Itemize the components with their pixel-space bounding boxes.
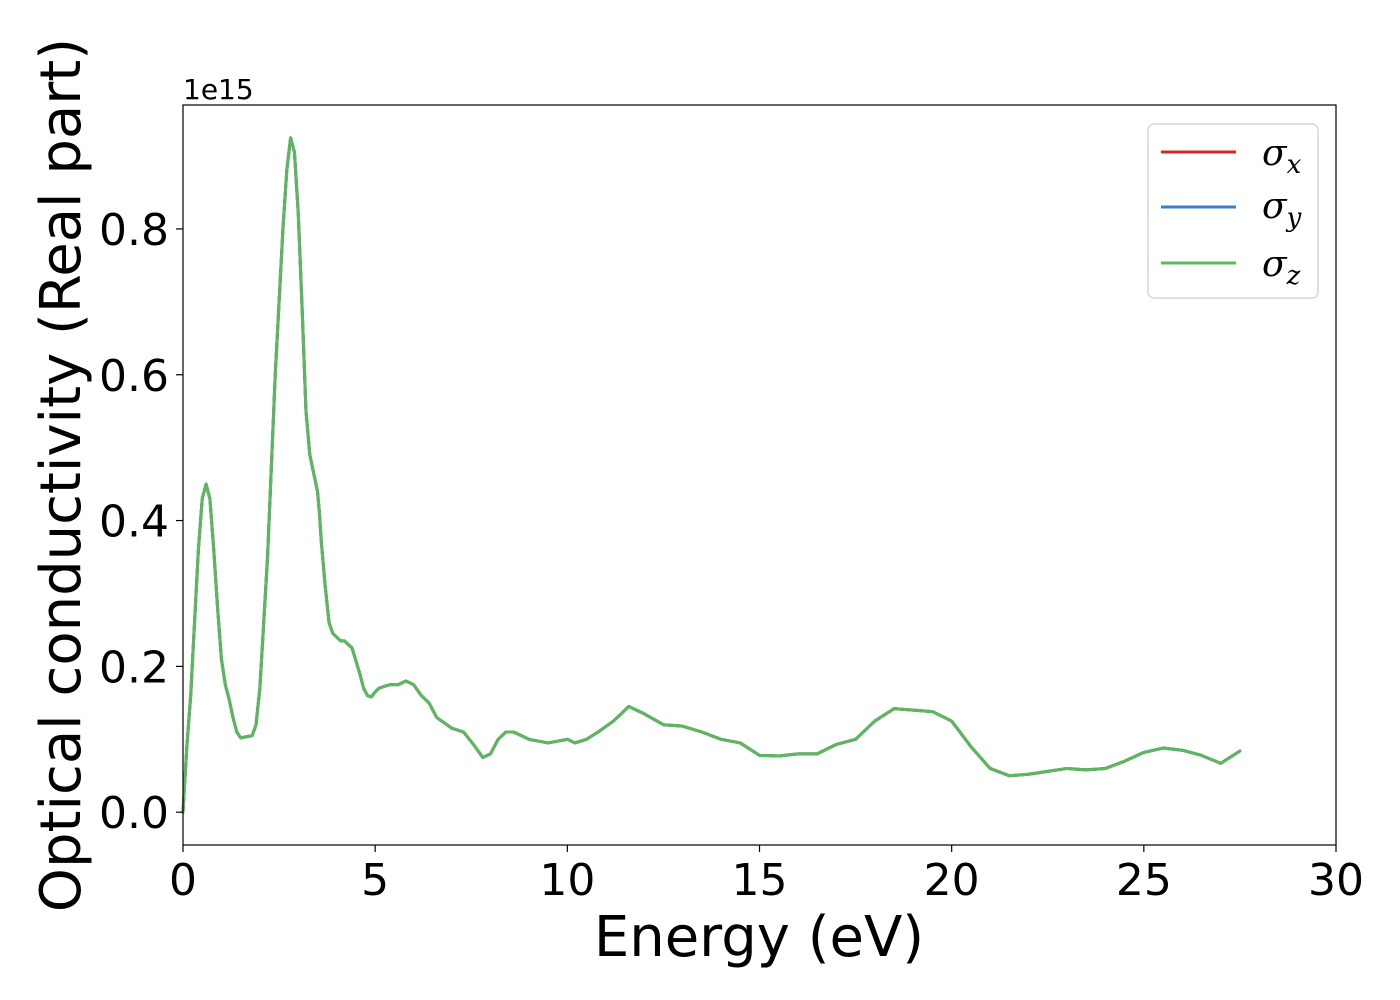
legend-label-sigma-x: σx — [1262, 133, 1302, 180]
series-line-sigma-z — [181, 136, 1242, 814]
y-axis-label: Optical conductivity (Real part) — [29, 38, 94, 912]
legend-label-sigma-y: σy — [1262, 186, 1302, 233]
legend-entry-sigma-y: σy — [1161, 186, 1302, 233]
legend-entry-sigma-z: σz — [1161, 244, 1301, 291]
x-axis: 0 5 10 15 20 25 30 — [169, 845, 1364, 906]
y-tick-label: 0.0 — [99, 788, 169, 839]
legend-label-sigma-z: σz — [1262, 244, 1301, 291]
y-tick-label: 0.6 — [99, 351, 169, 402]
x-tick-label: 5 — [361, 855, 389, 906]
x-tick-label: 25 — [1116, 855, 1172, 906]
y-tick-label: 0.8 — [99, 205, 169, 256]
x-tick-label: 15 — [732, 855, 788, 906]
x-tick-label: 0 — [169, 855, 197, 906]
y-tick-label: 0.4 — [99, 497, 169, 548]
legend-box — [1147, 123, 1319, 299]
x-tick-label: 30 — [1308, 855, 1364, 906]
legend-entry-sigma-x: σx — [1161, 133, 1302, 180]
x-axis-label: Energy (eV) — [594, 905, 924, 970]
series-layer — [181, 136, 1242, 814]
y-axis: 0.0 0.2 0.4 0.6 0.8 — [99, 205, 183, 839]
y-offset-label: 1e15 — [183, 73, 254, 106]
x-tick-label: 20 — [924, 855, 980, 906]
legend: σx σy σz — [1147, 123, 1319, 299]
x-tick-label: 10 — [539, 855, 595, 906]
y-tick-label: 0.2 — [99, 642, 169, 693]
